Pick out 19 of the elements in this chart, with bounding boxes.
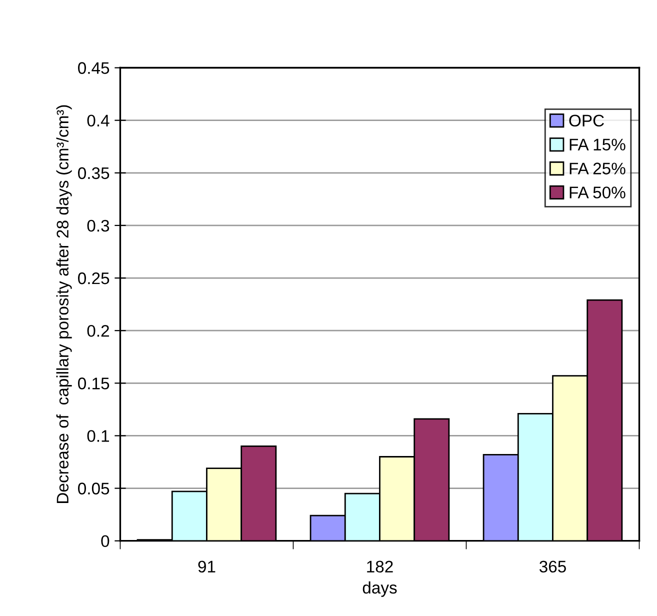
legend-label: OPC	[569, 114, 604, 127]
legend-label: FA 50%	[570, 186, 626, 198]
x-tick-label: 91	[198, 560, 216, 573]
x-tick-label: 182	[367, 560, 393, 573]
y-tick-label: 0.3	[87, 220, 110, 232]
y-tick-label: 0	[101, 535, 110, 548]
legend-label: FA 25%	[570, 162, 626, 174]
y-tick-label: 0.35	[78, 167, 110, 180]
y-tick-label: 0.45	[78, 62, 110, 74]
y-tick-label: 0.05	[78, 482, 110, 494]
y-tick-label: 0.2	[87, 324, 109, 337]
y-tick-label: 0.4	[87, 114, 110, 127]
legend-label: FA 15%	[570, 138, 626, 150]
y-axis-title: Decrease of capillary porosity after 28 days (cm³/cm³)	[56, 105, 72, 503]
x-axis-title: days	[362, 581, 397, 597]
y-tick-label: 0.25	[78, 272, 110, 284]
y-tick-label: 0.1	[87, 430, 110, 442]
x-tick-label: 365	[539, 560, 566, 573]
y-tick-label: 0.15	[78, 378, 110, 390]
